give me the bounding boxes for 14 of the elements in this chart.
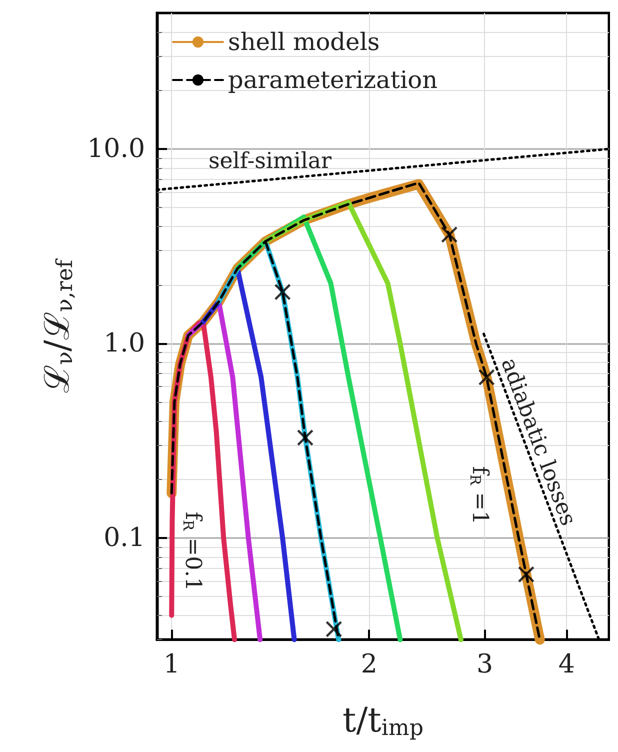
y-tick-label: 0.1: [104, 522, 145, 553]
legend-label: parameterization: [228, 66, 438, 94]
y-tick-label: 10.0: [87, 134, 145, 164]
y-tick-label: 1.0: [104, 328, 145, 358]
x-tick-label: 2: [360, 650, 378, 680]
x-tick-label: 1: [163, 650, 180, 680]
annotation: fR =0.1: [179, 512, 205, 592]
legend-label: shell models: [228, 28, 380, 56]
annotation: fR =1: [466, 466, 492, 525]
x-axis-title: t/timp: [342, 700, 424, 741]
x-tick-label: 3: [476, 650, 493, 680]
y-axis-title: ℒν/ℒν,ref: [38, 258, 78, 393]
annotation: self-similar: [208, 148, 332, 174]
x-tick-label: 4: [558, 650, 575, 680]
